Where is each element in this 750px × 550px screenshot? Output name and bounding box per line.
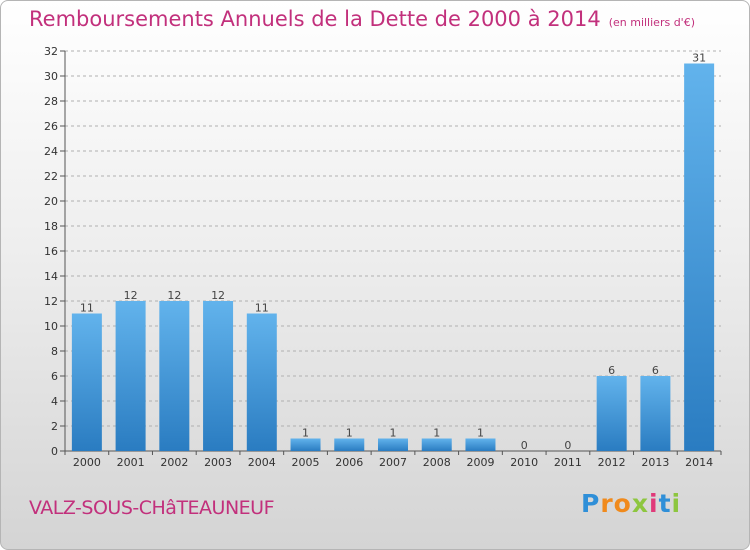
x-tick-label: 2007 xyxy=(379,456,407,469)
data-label: 12 xyxy=(167,289,181,302)
data-label: 6 xyxy=(608,364,615,377)
logo-letter: r xyxy=(600,489,614,518)
x-tick-label: 2005 xyxy=(292,456,320,469)
y-tick-label: 22 xyxy=(44,170,58,183)
x-tick-label: 2014 xyxy=(685,456,713,469)
y-tick-label: 14 xyxy=(44,270,58,283)
x-tick-label: 2001 xyxy=(117,456,145,469)
data-label: 1 xyxy=(302,427,309,440)
bar xyxy=(640,376,671,451)
bars xyxy=(71,63,715,451)
bar xyxy=(334,438,365,451)
x-tick-label: 2004 xyxy=(248,456,276,469)
data-label: 1 xyxy=(477,427,484,440)
y-tick-label: 0 xyxy=(51,445,58,458)
bar xyxy=(684,63,715,451)
data-label: 12 xyxy=(211,289,225,302)
y-tick-label: 4 xyxy=(51,395,58,408)
logo-letter: o xyxy=(613,489,632,518)
bar xyxy=(596,376,627,451)
chart-unit: (en milliers d'€) xyxy=(608,16,695,29)
bar xyxy=(378,438,408,451)
y-tick-label: 2 xyxy=(51,420,58,433)
x-tick-label: 2003 xyxy=(204,456,232,469)
logo-letter: i xyxy=(649,489,659,518)
x-tick-label: 2002 xyxy=(160,456,188,469)
data-label: 11 xyxy=(255,302,269,315)
bar xyxy=(159,301,190,451)
data-label: 31 xyxy=(692,52,706,65)
y-tick-label: 8 xyxy=(51,345,58,358)
y-tick-label: 20 xyxy=(44,195,58,208)
chart-title: Remboursements Annuels de la Dette de 20… xyxy=(29,7,695,31)
y-tick-label: 16 xyxy=(44,245,58,258)
x-tick-label: 2009 xyxy=(466,456,494,469)
data-label: 12 xyxy=(124,289,138,302)
logo-letter: x xyxy=(631,489,649,518)
labels: 2000112001122002122003122004112005120061… xyxy=(73,52,713,470)
chart-title-text: Remboursements Annuels de la Dette de 20… xyxy=(29,7,601,31)
bar xyxy=(203,301,234,451)
bar xyxy=(421,438,452,451)
y-tick-label: 30 xyxy=(44,70,58,83)
bar xyxy=(465,438,496,451)
data-label: 6 xyxy=(652,364,659,377)
y-tick-label: 10 xyxy=(44,320,58,333)
x-tick-label: 2011 xyxy=(554,456,582,469)
y-tick-label: 28 xyxy=(44,95,58,108)
x-tick-label: 2008 xyxy=(423,456,451,469)
x-tick-label: 2000 xyxy=(73,456,101,469)
bar xyxy=(115,301,146,451)
data-label: 11 xyxy=(80,302,94,315)
data-label: 1 xyxy=(346,427,353,440)
y-tick-label: 18 xyxy=(44,220,58,233)
y-tick-label: 24 xyxy=(44,145,58,158)
y-tick-label: 6 xyxy=(51,370,58,383)
bar xyxy=(290,438,321,451)
y-tick-label: 12 xyxy=(44,295,58,308)
x-tick-label: 2012 xyxy=(598,456,626,469)
proxiti-logo: Proxiti xyxy=(581,489,681,518)
data-label: 1 xyxy=(433,427,440,440)
y-tick-label: 32 xyxy=(44,45,58,58)
logo-letter: i xyxy=(671,489,682,518)
data-label: 0 xyxy=(521,439,528,452)
bar xyxy=(71,313,102,451)
bar xyxy=(246,313,277,451)
x-tick-label: 2013 xyxy=(641,456,669,469)
logo-letter: P xyxy=(581,489,601,518)
logo-letter: t xyxy=(658,489,672,518)
data-label: 0 xyxy=(564,439,571,452)
commune-name: VALZ-SOUS-CHâTEAUNEUF xyxy=(29,497,275,519)
data-label: 1 xyxy=(390,427,397,440)
x-tick-label: 2010 xyxy=(510,456,538,469)
x-tick-label: 2006 xyxy=(335,456,363,469)
y-tick-label: 26 xyxy=(44,120,58,133)
